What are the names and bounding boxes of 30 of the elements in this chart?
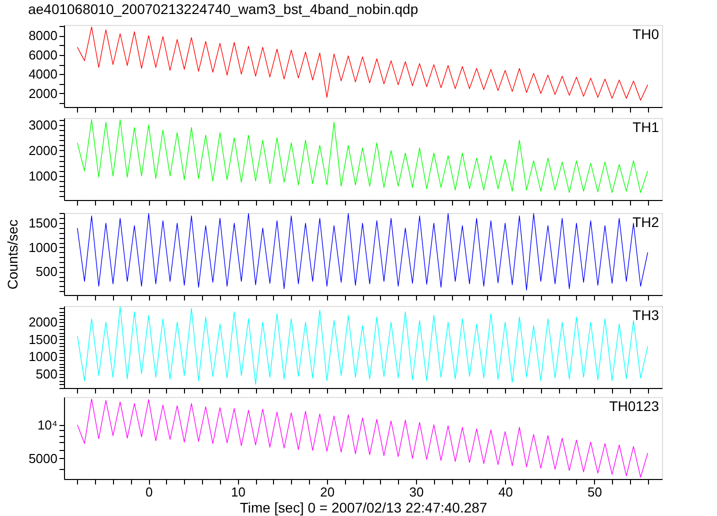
y-tick-label: 2000 (28, 86, 58, 101)
y-tick-label: 10⁴ (37, 417, 58, 432)
y-tick-label: 6000 (28, 47, 58, 62)
series-label: TH3 (632, 307, 660, 323)
x-tick-label: 40 (498, 484, 513, 500)
y-tick-label: 2000 (28, 314, 58, 330)
y-tick-label: 1500 (28, 332, 58, 347)
x-tick-label: 30 (409, 484, 424, 500)
y-tick-label: 1000 (28, 168, 58, 184)
y-tick-label: 1500 (28, 216, 58, 231)
y-tick-label: 1000 (28, 349, 58, 364)
y-tick-label: 1000 (28, 240, 58, 255)
y-tick-label: 3000 (28, 117, 58, 132)
y-tick-label: 2000 (28, 142, 58, 158)
y-tick-label: 8000 (28, 28, 58, 44)
x-tick-label: 0 (146, 484, 153, 500)
text: TH0 (632, 26, 660, 42)
chart-title: ae401068010_20070213224740_wam3_bst_4band_nobin.qdp (28, 0, 418, 17)
series-label: TH2 (632, 214, 660, 230)
y-tick-label: 500 (36, 264, 58, 280)
text: TH0123 (609, 398, 660, 414)
y-tick-label: 500 (36, 366, 58, 382)
series-label: TH1 (632, 119, 660, 135)
y-axis-title: Counts/sec (4, 219, 21, 290)
y-tick-label: 5000 (28, 450, 58, 466)
y-tick-label: 4000 (28, 66, 58, 82)
x-axis-title: Time [sec] 0 = 2007/02/13 22:47:40.287 (240, 500, 488, 516)
x-tick-label: 50 (588, 484, 602, 500)
x-tick-label: 20 (320, 484, 335, 500)
x-tick-label: 10 (231, 484, 246, 500)
